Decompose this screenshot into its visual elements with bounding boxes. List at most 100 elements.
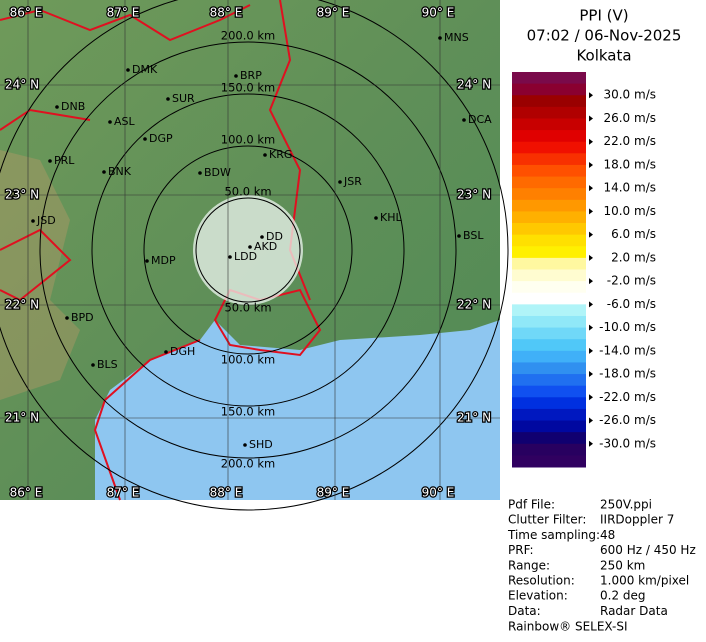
sea [95,320,500,500]
city-label: DNB [61,100,85,113]
lon-label: 89° E [317,6,350,20]
legend-label: -2.0 m/s [607,274,656,288]
legend-swatch [512,350,586,363]
info-value: 48 [600,528,615,542]
city-dot [243,443,247,447]
lon-label: 88° E [210,486,243,500]
city-dot [65,316,69,320]
city-label: DGP [149,132,173,145]
legend-swatch [512,374,586,387]
city-dot [260,235,264,239]
legend-tick [589,138,593,145]
city-label: BNK [108,165,132,178]
lat-label: 21° N [457,411,491,425]
product-title: PPI (V) [579,7,628,25]
info-key: Resolution: [508,574,575,588]
legend-swatch [512,246,586,259]
legend-swatch [512,118,586,131]
lon-label: 86° E [10,6,43,20]
legend-swatch [512,234,586,247]
info-value: 1.000 km/pixel [600,574,689,588]
city-label: BRP [240,69,262,82]
legend-tick [589,394,593,401]
city-dot [234,74,238,78]
city-label: MDP [151,254,176,267]
city-dot [31,219,35,223]
legend-tick [589,324,593,331]
legend-swatch [512,211,586,224]
city-dot [338,180,342,184]
legend-swatch [512,83,586,96]
legend-tick [589,371,593,378]
legend-tick [589,185,593,192]
city-label: AKD [254,240,277,253]
city-label: BSL [463,229,484,242]
ring-label: 100.0 km [221,133,275,147]
footer: Rainbow® SELEX-SI [508,620,628,634]
info-value: 0.2 deg [600,589,646,603]
city-label: ASL [114,115,136,128]
legend-label: -18.0 m/s [599,367,656,381]
legend-tick [589,254,593,261]
legend-swatch [512,339,586,352]
info-key: Range: [508,558,550,572]
legend-label: -6.0 m/s [607,297,656,311]
city-label: LDD [234,250,257,263]
legend-swatch [512,397,586,410]
city-label: DGH [170,345,195,358]
range-ring [0,0,509,511]
lat-label: 24° N [457,78,491,92]
city-label: BDW [204,166,231,179]
legend-swatch [512,443,586,456]
city-dot [145,259,149,263]
ring-label: 150.0 km [221,405,275,419]
lat-label: 24° N [5,78,39,92]
legend-tick [589,208,593,215]
legend-tick [589,440,593,447]
info-key: Clutter Filter: [508,513,586,527]
city-label: JSR [343,175,362,188]
lat-label: 23° N [457,188,491,202]
legend-swatch [512,188,586,201]
range-ring [143,145,353,355]
lon-label: 88° E [210,6,243,20]
city-dot [91,363,95,367]
legend-label: -30.0 m/s [599,436,656,450]
info-value: 250V.ppi [600,498,652,512]
legend-swatch [512,153,586,166]
legend-swatch [512,106,586,119]
info-key: Data: [508,604,541,618]
legend-label: 14.0 m/s [603,181,656,195]
city-label: BPD [71,311,94,324]
lon-label: 89° E [317,486,350,500]
city-label: BLS [97,358,118,371]
city-label: MNS [444,31,469,44]
city-label: DD [266,230,283,243]
lat-label: 22° N [457,298,491,312]
legend-label: 26.0 m/s [603,111,656,125]
legend-tick [589,278,593,285]
legend-tick [589,231,593,238]
range-ring [39,41,457,459]
city-dot [462,118,466,122]
legend-label: 22.0 m/s [603,134,656,148]
city-dot [228,255,232,259]
legend-swatch [512,362,586,375]
ring-label: 150.0 km [221,81,275,95]
highland [0,150,80,400]
legend-swatch [512,408,586,422]
legend-tick [589,301,593,308]
city-label: KHL [380,211,402,224]
legend-tick [589,417,593,424]
legend-label: -14.0 m/s [599,343,656,357]
legend-label: 30.0 m/s [603,88,656,102]
city-dot [126,68,130,72]
station-name: Kolkata [576,47,631,65]
legend-swatch [512,176,586,189]
info-value: IIRDoppler 7 [600,513,674,527]
echo-area [193,195,303,305]
legend-label: 2.0 m/s [611,250,656,264]
city-dot [457,234,461,238]
ring-label: 50.0 km [224,185,271,199]
legend-swatch [512,95,586,108]
